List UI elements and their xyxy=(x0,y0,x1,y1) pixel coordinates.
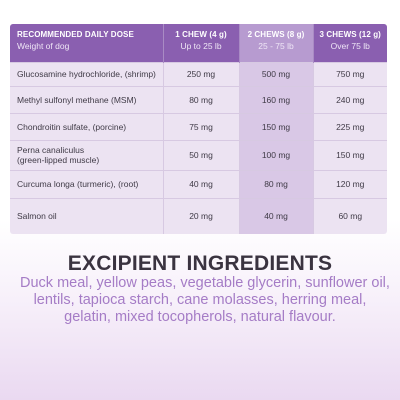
ingredient-name: Methyl sulfonyl methane (MSM) xyxy=(10,85,163,113)
excipient-line: lentils, tapioca starch, cane molasses, … xyxy=(33,292,367,308)
dose-two-chews: 80 mg xyxy=(238,169,313,198)
header-title: RECOMMENDED DAILY DOSE xyxy=(17,30,134,39)
header-one-chew: 1 CHEW (4 g) Up to 25 lb xyxy=(162,24,239,62)
ingredient-name-line: Chondroitin sulfate, (porcine) xyxy=(17,121,127,132)
dose-three-chews: 240 mg xyxy=(312,85,387,113)
table-row: Curcuma longa (turmeric), (root) 40 mg 8… xyxy=(10,169,387,198)
dose-one-chew: 50 mg xyxy=(162,139,239,170)
dose-three-chews: 120 mg xyxy=(312,169,387,198)
excipient-ingredients-list: Duck meal, yellow peas, vegetable glycer… xyxy=(20,275,390,326)
header-subtitle: Over 75 lb xyxy=(330,41,370,51)
table-row: Perna canaliculus (green-lipped muscle) … xyxy=(10,139,387,170)
header-title: 3 CHEWS (12 g) xyxy=(319,30,381,39)
header-title: 2 CHEWS (8 g) xyxy=(247,30,305,39)
table-row: Chondroitin sulfate, (porcine) 75 mg 150… xyxy=(10,112,387,140)
table-row: Methyl sulfonyl methane (MSM) 80 mg 160 … xyxy=(10,85,387,113)
dose-one-chew: 75 mg xyxy=(162,112,239,140)
ingredient-name-line: Perna canaliculus xyxy=(17,145,85,155)
dose-two-chews: 100 mg xyxy=(238,139,313,170)
ingredient-name: Glucosamine hydrochloride, (shrimp) xyxy=(10,61,163,86)
header-subtitle: Up to 25 lb xyxy=(180,41,222,51)
dose-one-chew: 80 mg xyxy=(162,85,239,113)
header-subtitle: Weight of dog xyxy=(17,41,70,51)
header-three-chews: 3 CHEWS (12 g) Over 75 lb xyxy=(312,24,387,62)
ingredient-name-line: Salmon oil xyxy=(17,211,57,222)
table-row: Glucosamine hydrochloride, (shrimp) 250 … xyxy=(10,61,387,86)
ingredient-name: Salmon oil xyxy=(10,197,163,234)
header-two-chews: 2 CHEWS (8 g) 25 - 75 lb xyxy=(238,24,313,62)
dose-three-chews: 150 mg xyxy=(312,139,387,170)
header-recommended-dose: RECOMMENDED DAILY DOSE Weight of dog xyxy=(10,24,163,62)
excipient-line: gelatin, mixed tocopherols, natural flav… xyxy=(64,309,336,325)
dose-three-chews: 225 mg xyxy=(312,112,387,140)
dose-two-chews: 150 mg xyxy=(238,112,313,140)
dosage-table: RECOMMENDED DAILY DOSE Weight of dog 1 C… xyxy=(10,24,387,234)
ingredient-name-line: Methyl sulfonyl methane (MSM) xyxy=(17,94,137,105)
ingredient-name: Chondroitin sulfate, (porcine) xyxy=(10,112,163,140)
dose-one-chew: 40 mg xyxy=(162,169,239,198)
dose-one-chew: 20 mg xyxy=(162,197,239,234)
excipient-title: EXCIPIENT INGREDIENTS xyxy=(67,252,333,275)
header-title: 1 CHEW (4 g) xyxy=(175,30,227,39)
dosage-grid: RECOMMENDED DAILY DOSE Weight of dog 1 C… xyxy=(10,24,387,234)
header-subtitle: 25 - 75 lb xyxy=(258,41,294,51)
ingredient-name-line: Curcuma longa (turmeric), (root) xyxy=(17,179,139,189)
ingredient-name-line: Glucosamine hydrochloride, (shrimp) xyxy=(17,69,156,79)
ingredient-name: Curcuma longa (turmeric), (root) xyxy=(10,169,163,198)
dose-three-chews: 60 mg xyxy=(312,197,387,234)
ingredient-name-line: (green-lipped muscle) xyxy=(17,155,100,165)
dose-two-chews: 500 mg xyxy=(238,61,313,86)
dose-three-chews: 750 mg xyxy=(312,61,387,86)
dose-one-chew: 250 mg xyxy=(162,61,239,86)
dose-two-chews: 40 mg xyxy=(238,197,313,234)
table-header-row: RECOMMENDED DAILY DOSE Weight of dog 1 C… xyxy=(10,24,387,62)
ingredient-name: Perna canaliculus (green-lipped muscle) xyxy=(10,139,163,170)
table-row: Salmon oil 20 mg 40 mg 60 mg xyxy=(10,197,387,234)
excipient-line: Duck meal, yellow peas, vegetable glycer… xyxy=(20,275,390,291)
dose-two-chews: 160 mg xyxy=(238,85,313,113)
